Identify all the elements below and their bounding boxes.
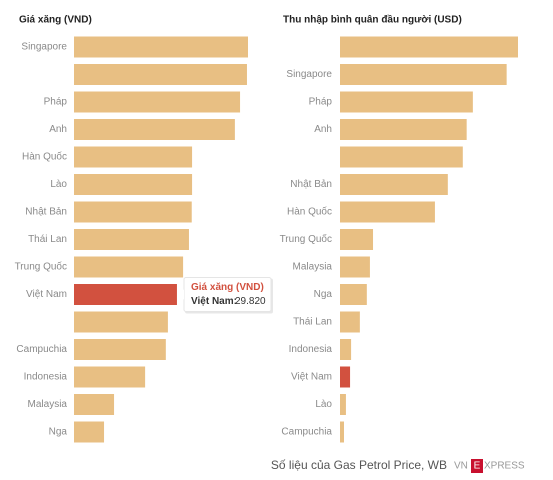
bar <box>340 284 367 305</box>
bar <box>74 174 193 195</box>
tooltip-title: Giá xăng (VND) <box>191 282 264 293</box>
logo-part: VN <box>454 461 468 472</box>
logo-box <box>471 459 483 473</box>
y-tick-label: Trung Quốc <box>280 233 332 245</box>
bar <box>74 64 247 85</box>
bar <box>340 394 346 415</box>
bar <box>74 421 105 443</box>
bar <box>74 91 241 113</box>
logo-part: E <box>474 461 481 472</box>
source: Số liệu của Gas Petrol Price, WB <box>271 458 447 472</box>
bar <box>74 339 166 360</box>
bar <box>340 64 507 85</box>
y-tick-label: Indonesia <box>289 344 333 355</box>
tooltip-arrow <box>178 289 184 300</box>
tooltip-label: Việt Nam: <box>191 296 237 307</box>
y-tick-label: Lào <box>315 399 332 410</box>
bar <box>74 366 146 388</box>
chart-title: Thu nhập bình quân đầu người (USD) <box>283 14 462 26</box>
bar <box>340 339 352 360</box>
bar <box>340 229 374 250</box>
bar <box>340 36 518 58</box>
y-tick-label: Lào <box>50 179 67 190</box>
logo: VN E XPRESS <box>454 459 525 473</box>
bar <box>74 36 248 58</box>
y-tick-label: Việt Nam <box>26 289 67 300</box>
bar <box>74 284 177 305</box>
bar <box>340 201 435 223</box>
y-tick-label: Thái Lan <box>293 317 332 328</box>
y-tick-label: Hàn Quốc <box>22 151 67 163</box>
tooltip-value: 29.820 <box>235 296 266 307</box>
y-tick-label: Singapore <box>286 69 332 80</box>
y-tick-label: Trung Quốc <box>15 261 67 273</box>
bar <box>74 229 189 250</box>
bar <box>74 256 184 278</box>
y-tick-label: Nhật Bản <box>25 207 67 218</box>
y-tick-label: Pháp <box>309 97 333 108</box>
y-tick-label: Indonesia <box>24 372 68 383</box>
bar <box>74 146 193 168</box>
bar <box>340 366 351 388</box>
y-tick-label: Nga <box>314 289 333 300</box>
y-tick-label: Hàn Quốc <box>287 206 332 218</box>
y-tick-label: Singapore <box>21 42 67 53</box>
bar <box>340 174 448 195</box>
chart-title: Giá xăng (VND) <box>19 15 92 26</box>
y-tick-label: Pháp <box>44 97 68 108</box>
bar <box>74 394 115 415</box>
y-tick-label: Anh <box>314 124 332 135</box>
y-tick-label: Campuchia <box>281 427 332 438</box>
bar <box>74 201 192 223</box>
bar <box>340 256 370 278</box>
y-tick-label: Anh <box>49 124 67 135</box>
y-tick-label: Nhật Bản <box>290 179 332 190</box>
tooltip: Giá xăng (VND) Việt Nam:29.820 <box>178 277 273 314</box>
bar <box>340 91 473 113</box>
y-tick-label: Thái Lan <box>28 234 67 245</box>
bar <box>74 119 235 140</box>
y-tick-label: Malaysia <box>28 399 68 410</box>
y-tick-label: Malaysia <box>293 262 333 273</box>
y-tick-label: Campuchia <box>16 344 67 355</box>
bar <box>340 421 344 443</box>
y-tick-label: Nga <box>49 427 68 438</box>
bar <box>340 119 467 140</box>
bar <box>340 146 463 168</box>
y-tick-label: Việt Nam <box>291 372 332 383</box>
logo-part: XPRESS <box>484 461 525 472</box>
bar <box>340 311 360 333</box>
bar <box>74 311 168 333</box>
